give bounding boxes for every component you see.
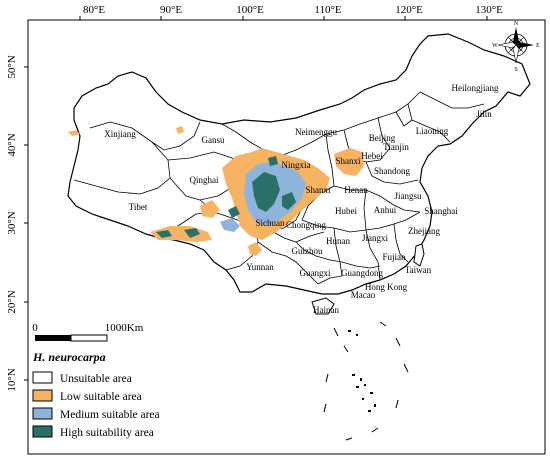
- legend-swatch: [32, 425, 53, 438]
- region-label: Neimenggu: [295, 127, 337, 137]
- top-tick-label: 130°E: [475, 4, 503, 16]
- compass-e: E: [536, 43, 540, 49]
- region-label: Jiangxi: [362, 233, 388, 243]
- taiwan-island: [413, 243, 425, 267]
- legend-swatch: [32, 389, 53, 402]
- north-arrow-icon: N S E W: [492, 21, 540, 73]
- top-tick-labels: 80°E 90°E 100°E 110°E 120°E 130°E: [83, 4, 503, 16]
- region-label: Shandong: [374, 166, 411, 176]
- top-tick-label: 100°E: [236, 4, 264, 16]
- left-tick-marks: [24, 66, 28, 381]
- region-label: Zhejiang: [408, 226, 440, 236]
- region-label: Shanxi: [305, 185, 331, 195]
- compass-w: W: [492, 43, 498, 49]
- compass-s: S: [514, 67, 517, 73]
- region-label: Hainan: [313, 305, 339, 315]
- left-tick-label: 10°N: [6, 368, 18, 391]
- legend-label: High suitability area: [60, 427, 154, 439]
- map-frame: [27, 19, 546, 455]
- region-label: Heilongjiang: [452, 83, 499, 93]
- top-tick-marks: [79, 16, 488, 20]
- region-label: Xinjiang: [104, 129, 136, 139]
- region-label: Hong Kong: [365, 282, 408, 292]
- region-label: Shanghai: [424, 206, 458, 216]
- legend-swatch: [32, 407, 53, 420]
- left-tick-label: 50°N: [6, 55, 18, 78]
- region-label: Jilin: [476, 109, 492, 119]
- region-label: Fujian: [382, 252, 406, 262]
- region-labels: Heilongjiang Jilin Liaoning Neimenggu Xi…: [104, 83, 499, 315]
- region-label: Guizhou: [292, 246, 323, 256]
- region-label: Anhui: [374, 205, 397, 215]
- region-label: Jiangsu: [395, 191, 423, 201]
- region-label: Gansu: [202, 135, 225, 145]
- legend-item: Unsuitable area: [32, 371, 132, 385]
- region-label: Henan: [344, 185, 368, 195]
- scale-start-label: 0: [32, 322, 38, 334]
- region-label: Qinghai: [190, 175, 219, 185]
- left-tick-label: 20°N: [6, 290, 18, 313]
- top-tick-label: 120°E: [395, 4, 423, 16]
- region-label: Ningxia: [282, 160, 311, 170]
- top-tick-label: 110°E: [314, 4, 341, 16]
- region-label: Tianjin: [383, 142, 409, 152]
- legend-label: Medium suitable area: [60, 409, 160, 421]
- legend-swatch: [32, 371, 53, 384]
- legend-item: Low suitable area: [32, 389, 142, 403]
- hainan-island: [311, 297, 335, 315]
- legend-label: Low suitable area: [60, 391, 142, 403]
- legend-label: Unsuitable area: [60, 373, 132, 385]
- scale-bar: 0 1000Km: [32, 322, 144, 342]
- top-tick-label: 90°E: [160, 4, 182, 16]
- scale-end-label: 1000Km: [105, 322, 144, 334]
- high-suitability-area: [156, 156, 296, 238]
- south-sea-boundary: [323, 321, 409, 441]
- left-tick-label: 40°N: [6, 133, 18, 156]
- region-label: Beijing: [369, 133, 396, 143]
- region-label: Hubei: [335, 206, 357, 216]
- south-sea-islands: [348, 330, 376, 412]
- islands: [311, 243, 425, 315]
- region-label: Yunnan: [246, 262, 274, 272]
- legend-item: High suitability area: [32, 425, 154, 439]
- region-label: Liaoning: [416, 126, 449, 136]
- region-label: Chongqing: [286, 220, 327, 230]
- legend: H. neurocarpa Unsuitable area Low suitab…: [32, 350, 160, 439]
- region-label: Sichuan: [256, 218, 285, 228]
- region-label: Taiwan: [405, 265, 432, 275]
- region-label: Shanxi: [335, 156, 361, 166]
- region-label: Tibet: [129, 202, 148, 212]
- left-tick-label: 30°N: [6, 211, 18, 234]
- left-tick-labels: 50°N 40°N 30°N 20°N 10°N: [6, 55, 18, 391]
- region-label: Guangdong: [341, 268, 383, 278]
- region-label: Guangxi: [300, 268, 331, 278]
- legend-title: H. neurocarpa: [32, 350, 106, 364]
- compass-n: N: [514, 21, 519, 27]
- region-label: Macao: [351, 290, 376, 300]
- top-tick-label: 80°E: [83, 4, 105, 16]
- region-label: Hebei: [361, 151, 383, 161]
- legend-item: Medium suitable area: [32, 407, 160, 421]
- region-label: Hunan: [326, 236, 350, 246]
